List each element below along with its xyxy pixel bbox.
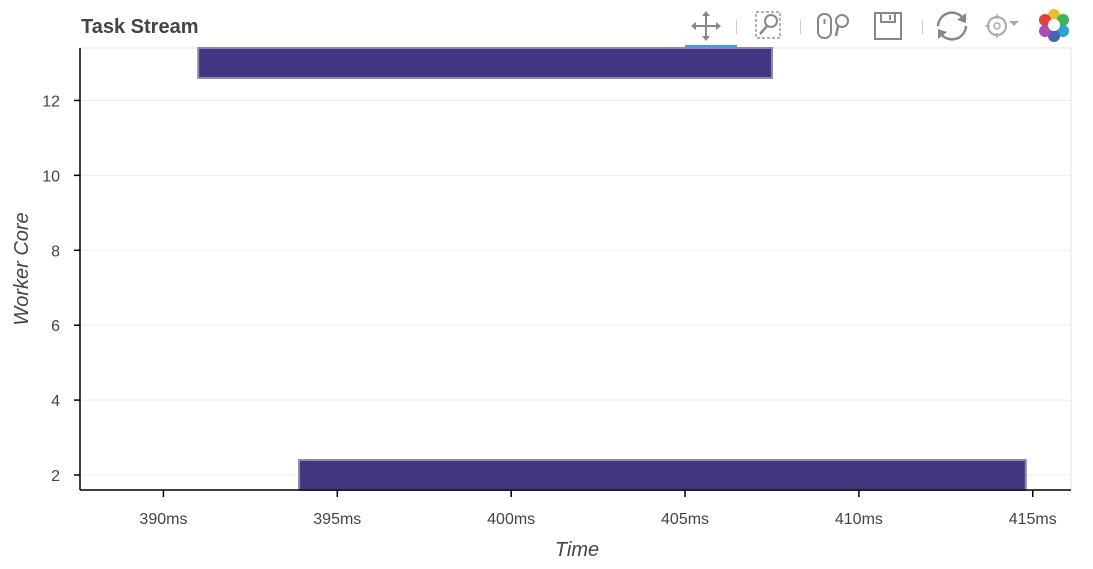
chart-title: Task Stream: [81, 16, 199, 38]
pan-icon: [691, 11, 721, 41]
bokeh-logo-icon: [1039, 9, 1069, 42]
save-tool-button[interactable]: [868, 4, 908, 48]
reset-tool-button[interactable]: [932, 4, 972, 48]
y-tick-label: 10: [42, 168, 60, 185]
x-axis-title: Time: [555, 539, 599, 561]
y-tick-label: 4: [51, 393, 60, 410]
wheel-zoom-tool-button[interactable]: [812, 4, 852, 48]
y-tick-label: 8: [51, 243, 60, 260]
y-tick-label: 12: [42, 93, 60, 110]
x-tick-label: 415ms: [1009, 511, 1057, 528]
save-icon: [874, 12, 902, 40]
toolbar-divider: [736, 20, 737, 34]
bokeh-logo-button[interactable]: [1032, 4, 1072, 48]
task-bar: [298, 459, 1027, 492]
hover-tool-button[interactable]: [982, 4, 1022, 48]
hover-icon: [985, 14, 1019, 38]
reset-icon: [936, 11, 968, 41]
chart-toolbar: [676, 4, 1076, 48]
plot-frame: [79, 47, 1072, 491]
y-axis-title: Worker Core: [11, 212, 33, 325]
task-bar: [197, 47, 773, 79]
x-tick-label: 405ms: [661, 511, 709, 528]
x-tick-label: 390ms: [139, 511, 187, 528]
x-tick-label: 400ms: [487, 511, 535, 528]
pan-tool-button[interactable]: [682, 4, 737, 48]
y-tick-label: 6: [51, 318, 60, 335]
toolbar-divider: [922, 20, 923, 34]
x-tick-label: 410ms: [835, 511, 883, 528]
axes: 2 4 6 8 10 12 390ms 395ms 400ms 405ms 410ms 415ms: [42, 48, 1071, 528]
wheel-zoom-icon: [817, 13, 849, 39]
task-bars: [197, 47, 1027, 492]
box-zoom-icon: [755, 11, 781, 39]
grid-lines: [79, 47, 1072, 491]
x-tick-label: 395ms: [313, 511, 361, 528]
box-zoom-tool-button[interactable]: [748, 4, 788, 48]
toolbar-divider: [800, 20, 801, 34]
y-tick-label: 2: [51, 468, 60, 485]
